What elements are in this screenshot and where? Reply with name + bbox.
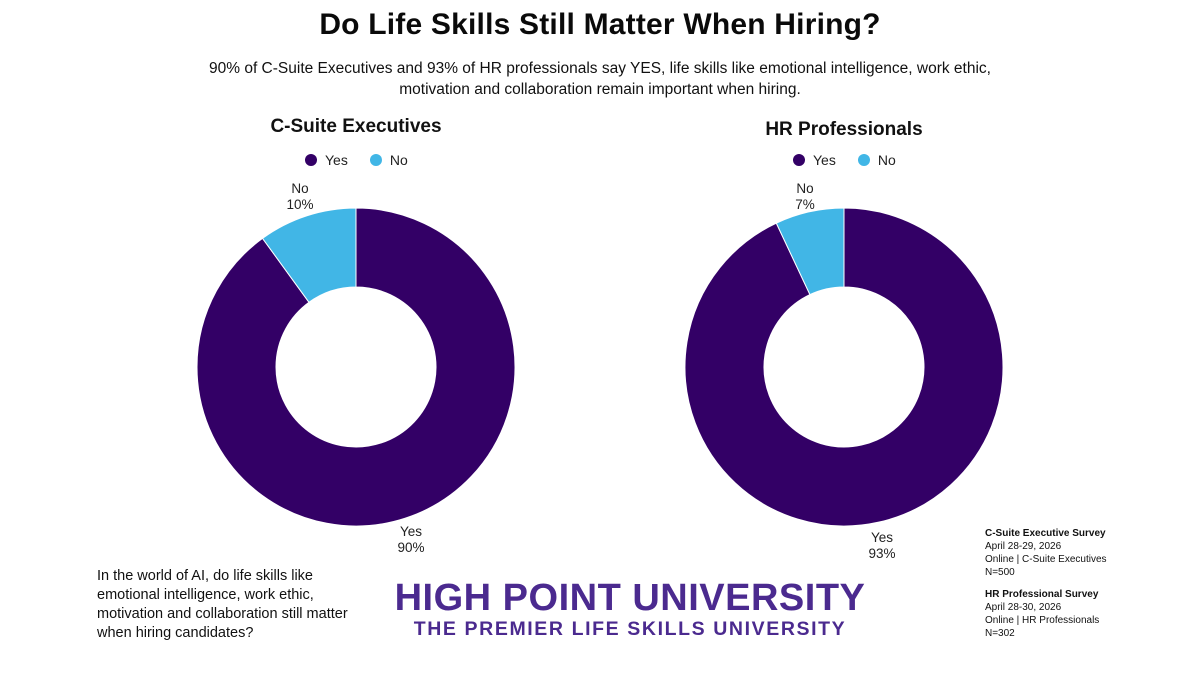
survey-heading: HR Professional Survey (985, 589, 1099, 600)
survey-mode: Online | C-Suite Executives (985, 554, 1107, 565)
legend-label-no: No (877, 152, 896, 168)
brand-name: HIGH POINT UNIVERSITY (394, 577, 866, 619)
legend-item-no: No (857, 152, 896, 168)
legend-swatch-no (369, 154, 382, 166)
legend-swatch-no (857, 154, 870, 166)
survey-info-hr: HR Professional Survey April 28-30, 2026… (985, 588, 1185, 640)
legend-label-yes: Yes (813, 152, 836, 168)
slice-csuite-yes (196, 207, 516, 527)
slice-label-csuite-yes-value: 90% (397, 540, 425, 555)
slice-label-csuite-yes: Yes 90% (381, 524, 441, 556)
legend-item-no: No (369, 152, 408, 168)
legend-csuite: Yes No (305, 152, 408, 168)
survey-info-csuite: C-Suite Executive Survey April 28-29, 20… (985, 527, 1185, 579)
slice-label-hr-yes-name: Yes (870, 530, 894, 545)
slice-label-csuite-yes-name: Yes (399, 524, 423, 539)
survey-question: In the world of AI, do life skills like … (97, 568, 348, 641)
page-title: Do Life Skills Still Matter When Hiring? (319, 8, 881, 41)
slice-hr-no (775, 207, 845, 296)
slice-label-hr-no: No 7% (775, 181, 835, 213)
brand-tagline: THE PREMIER LIFE SKILLS UNIVERSITY (413, 618, 847, 640)
page-subtitle: 90% of C-Suite Executives and 93% of HR … (209, 60, 991, 98)
legend-label-no: No (389, 152, 408, 168)
slice-label-hr-no-value: 7% (795, 197, 815, 212)
survey-sample-size: N=302 (985, 628, 1015, 639)
survey-dates: April 28-29, 2026 (985, 541, 1062, 552)
survey-mode: Online | HR Professionals (985, 615, 1100, 626)
legend-swatch-yes (305, 154, 317, 166)
survey-dates: April 28-30, 2026 (985, 602, 1062, 613)
legend-label-yes: Yes (325, 152, 348, 168)
legend-swatch-yes (793, 154, 805, 166)
legend-item-yes: Yes (305, 152, 348, 168)
slice-label-csuite-no-value: 10% (286, 197, 314, 212)
slice-label-hr-yes-value: 93% (868, 546, 896, 561)
brand-logo: HIGH POINT UNIVERSITY THE PREMIER LIFE S… (360, 578, 900, 640)
survey-sample-size: N=500 (985, 567, 1015, 578)
slice-hr-yes (684, 207, 1004, 527)
chart-title-hr: HR Professionals (765, 119, 923, 140)
slice-label-csuite-no-name: No (291, 181, 309, 196)
legend-item-yes: Yes (793, 152, 836, 168)
chart-title-csuite: C-Suite Executives (270, 116, 442, 137)
survey-heading: C-Suite Executive Survey (985, 528, 1106, 539)
slice-label-hr-no-name: No (796, 181, 814, 196)
slice-csuite-no (261, 207, 357, 303)
slice-label-hr-yes: Yes 93% (852, 530, 912, 562)
legend-hr: Yes No (793, 152, 896, 168)
slice-label-csuite-no: No 10% (270, 181, 330, 213)
